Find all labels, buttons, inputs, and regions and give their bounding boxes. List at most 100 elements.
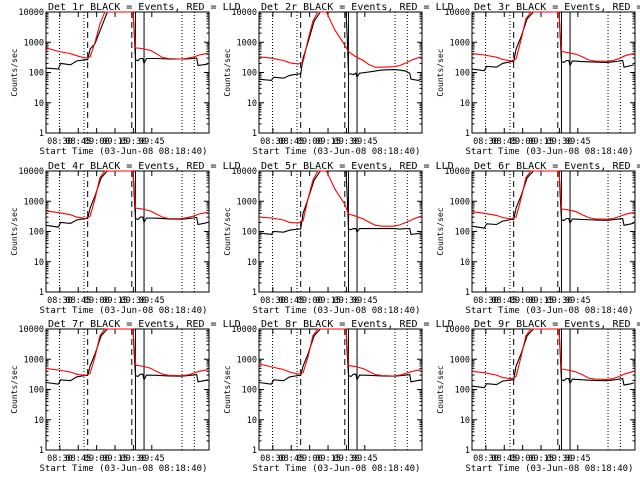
x-tick-label: 09:15 [102, 137, 128, 147]
x-tick-label: 09:15 [528, 454, 554, 464]
y-tick-label: 100 [242, 69, 257, 79]
y-axis-label: Counts/sec [223, 365, 232, 413]
series-line-lld [258, 11, 421, 68]
y-tick-label: 10 [460, 416, 470, 426]
y-tick-label: 10 [34, 99, 44, 109]
y-tick-label: 10000 [18, 8, 44, 18]
x-tick-label: 08:45 [278, 454, 304, 464]
series-line-lld [45, 11, 208, 60]
x-tick-label: 08:45 [491, 296, 517, 306]
y-tick-label: 1 [39, 446, 44, 456]
y-tick-label: 1000 [450, 197, 470, 207]
y-tick-label: 1 [39, 129, 44, 139]
y-tick-label: 10000 [444, 325, 470, 335]
x-tick-label: 08:30 [473, 137, 499, 147]
x-tick-label: 09:45 [139, 454, 165, 464]
series-line-lld [471, 328, 634, 380]
panel-det-8: Det 8r BLACK = Events, RED = LLD 1 10 100 10… [223, 319, 454, 474]
plot-frame [45, 328, 210, 451]
y-tick-label: 1 [39, 288, 44, 298]
series-line-events [258, 11, 422, 81]
x-tick-label: 08:30 [47, 137, 73, 147]
series-line-lld [471, 11, 634, 62]
plot-frame [258, 170, 423, 293]
y-tick-label: 10 [460, 99, 470, 109]
y-tick-label: 100 [242, 228, 257, 238]
panel-det-1: Det 1r BLACK = Events, RED = LLD 1 10 100 10… [10, 2, 241, 157]
series-line-events [471, 328, 634, 389]
y-axis-label: Counts/sec [10, 48, 19, 96]
series-line-lld [471, 170, 634, 220]
x-axis-label: Start Time (03-Jun-08 08:18:40) [40, 147, 208, 157]
y-tick-label: 1 [252, 129, 257, 139]
series-line-events [471, 11, 634, 72]
x-tick-label: 09:00 [510, 137, 536, 147]
x-tick-label: 09:30 [547, 454, 573, 464]
y-tick-label: 100 [29, 228, 44, 238]
chart-title: Det 8r BLACK = Events, RED = LLD [261, 319, 454, 330]
x-tick-label: 09:00 [510, 454, 536, 464]
y-tick-label: 10000 [444, 8, 470, 18]
series-line-events [258, 328, 421, 385]
chart-title: Det 7r BLACK = Events, RED = LLD [48, 319, 241, 330]
x-tick-label: 09:00 [297, 454, 323, 464]
x-tick-label: 08:45 [65, 296, 91, 306]
x-tick-label: 09:15 [102, 296, 128, 306]
y-tick-label: 10000 [231, 8, 257, 18]
x-tick-label: 08:45 [278, 137, 304, 147]
series-line-lld [45, 170, 208, 220]
panel-det-2: Det 2r BLACK = Events, RED = LLD 1 10 100 10… [223, 2, 454, 157]
x-axis-label: Start Time (03-Jun-08 08:18:40) [466, 464, 634, 474]
y-axis-label: Counts/sec [436, 48, 445, 96]
y-tick-label: 1 [465, 446, 470, 456]
series-line-events [45, 170, 208, 228]
y-tick-label: 100 [455, 386, 470, 396]
x-axis-label: Start Time (03-Jun-08 08:18:40) [253, 306, 421, 316]
y-tick-label: 10 [247, 416, 257, 426]
x-axis-label: Start Time (03-Jun-08 08:18:40) [40, 464, 208, 474]
y-tick-label: 100 [29, 386, 44, 396]
panel-det-7: Det 7r BLACK = Events, RED = LLD 1 10 100 10… [10, 319, 241, 474]
x-tick-label: 09:30 [121, 454, 147, 464]
x-axis-label: Start Time (03-Jun-08 08:18:40) [40, 306, 208, 316]
chart-title: Det 4r BLACK = Events, RED = LLD [48, 161, 241, 172]
x-tick-label: 08:30 [473, 296, 499, 306]
x-tick-label: 08:45 [65, 137, 91, 147]
y-tick-label: 1 [252, 446, 257, 456]
x-axis-label: Start Time (03-Jun-08 08:18:40) [466, 147, 634, 157]
chart-title: Det 3r BLACK = Events, RED = LLD [474, 2, 640, 13]
x-tick-label: 09:00 [297, 137, 323, 147]
y-tick-label: 10 [247, 99, 257, 109]
x-tick-label: 09:15 [315, 137, 341, 147]
x-axis-label: Start Time (03-Jun-08 08:18:40) [253, 464, 421, 474]
chart-title: Det 5r BLACK = Events, RED = LLD [261, 161, 454, 172]
y-axis-label: Counts/sec [223, 207, 232, 255]
y-tick-label: 1000 [237, 38, 257, 48]
x-tick-label: 08:45 [278, 296, 304, 306]
y-axis-label: Counts/sec [436, 365, 445, 413]
y-tick-label: 1000 [24, 355, 44, 365]
x-tick-label: 08:30 [47, 296, 73, 306]
y-tick-label: 100 [29, 69, 44, 79]
y-tick-label: 10000 [18, 325, 44, 335]
x-tick-label: 09:15 [528, 137, 554, 147]
x-tick-label: 09:00 [84, 137, 110, 147]
y-tick-label: 100 [455, 228, 470, 238]
panel-det-4: Det 4r BLACK = Events, RED = LLD 1 10 100 10… [10, 161, 241, 316]
y-axis-label: Counts/sec [10, 365, 19, 413]
chart-title: Det 9r BLACK = Events, RED = LLD [474, 319, 640, 330]
chart-title: Det 1r BLACK = Events, RED = LLD [48, 2, 241, 13]
x-tick-label: 08:30 [260, 137, 286, 147]
y-tick-label: 1000 [24, 38, 44, 48]
x-tick-label: 09:30 [547, 296, 573, 306]
series-line-events [471, 170, 634, 229]
series-line-lld [45, 328, 208, 377]
y-tick-label: 10000 [18, 167, 44, 177]
plot-frame [471, 11, 636, 134]
y-tick-label: 10000 [231, 325, 257, 335]
series-line-lld [258, 170, 421, 227]
chart-title: Det 6r BLACK = Events, RED = LLD [474, 161, 640, 172]
y-axis-label: Counts/sec [10, 207, 19, 255]
y-tick-label: 100 [455, 69, 470, 79]
